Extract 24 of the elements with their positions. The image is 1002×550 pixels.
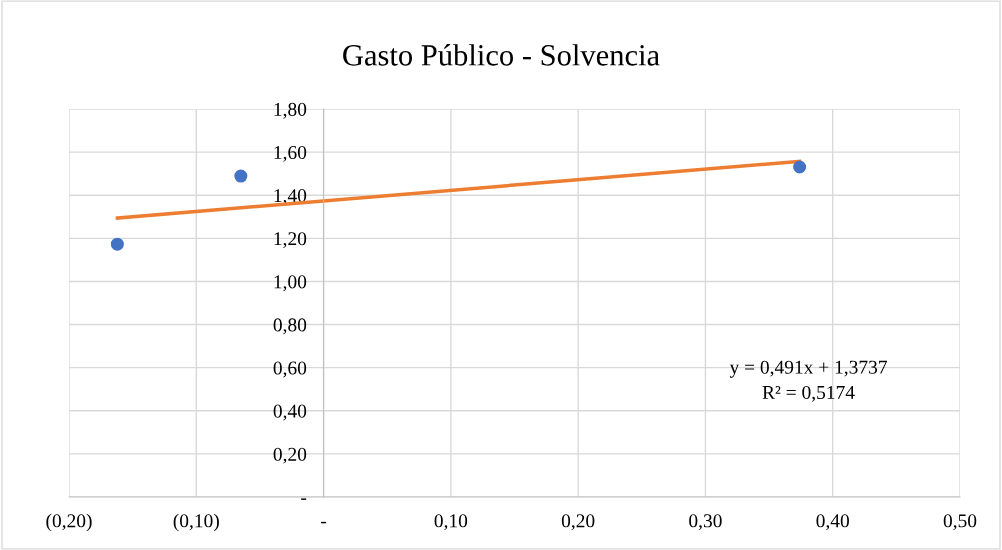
x-tick-label: (0,20) (46, 513, 92, 532)
y-tick-label: 1,40 (274, 189, 307, 205)
x-tick-label: 0,20 (561, 514, 595, 531)
y-tick-label: 1,20 (274, 232, 307, 249)
y-tick-label: 1,60 (274, 145, 307, 162)
y-tick-label: 0,40 (273, 404, 307, 421)
y-tick-label: 0,60 (273, 361, 307, 378)
point (110, 237, 124, 251)
y-tick-label: 0,20 (273, 447, 307, 464)
y-tick-label: 1,00 (274, 275, 307, 292)
annotation: y = 0,491x + 1,3737 (729, 360, 887, 378)
x-tick-label: 0,10 (434, 514, 468, 531)
x-tick-label: 0,50 (943, 514, 977, 531)
y-tick-label: 0,80 (273, 318, 307, 335)
x-tick-label: 0,40 (816, 514, 849, 531)
x-tick-label: 0,30 (689, 514, 722, 531)
annotation: R² = 0,5174 (762, 385, 855, 402)
chart-title: Gasto Público - Solvencia (343, 44, 660, 66)
y-tick-label: 1,80 (274, 102, 307, 119)
point (793, 160, 807, 174)
x-tick-label: - (321, 521, 327, 524)
point (234, 169, 248, 183)
y-tick-label: - (301, 498, 307, 500)
x-tick-label: (0,10) (173, 513, 219, 532)
